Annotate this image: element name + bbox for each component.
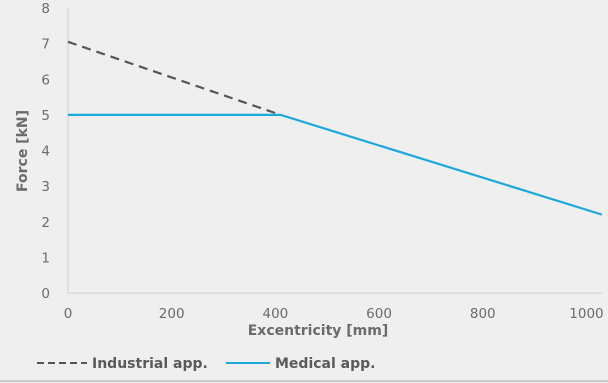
y-tick-label: 7	[41, 37, 50, 53]
series-line-0	[67, 40, 281, 116]
y-tick-labels: 0 1 2 3 4 5 6 7 8	[41, 1, 50, 302]
y-axis-title: Force [kN]	[15, 110, 31, 192]
series-layer	[67, 40, 603, 216]
x-axis-title: Excentricity [mm]	[248, 323, 389, 339]
x-tick-label: 1000	[569, 306, 603, 322]
y-tick-label: 5	[41, 108, 50, 124]
y-tick-label: 3	[41, 179, 50, 195]
y-tick-label: 0	[41, 286, 50, 302]
x-tick-label: 600	[366, 306, 392, 322]
y-tick-label: 8	[41, 1, 50, 17]
series-line-1	[68, 113, 603, 216]
legend-label-medical: Medical app.	[275, 356, 375, 372]
x-tick-labels: 0 200 400 600 800 1000	[64, 306, 604, 322]
x-tick-label: 0	[64, 306, 73, 322]
x-tick-label: 400	[262, 306, 288, 322]
y-tick-label: 2	[41, 215, 50, 231]
y-tick-label: 1	[41, 250, 50, 266]
x-tick-label: 200	[159, 306, 185, 322]
y-tick-label: 4	[41, 144, 50, 160]
x-tick-label: 800	[470, 306, 496, 322]
legend-label-industrial: Industrial app.	[92, 356, 208, 372]
legend: Industrial app. Medical app.	[37, 356, 375, 372]
y-tick-label: 6	[41, 72, 50, 88]
